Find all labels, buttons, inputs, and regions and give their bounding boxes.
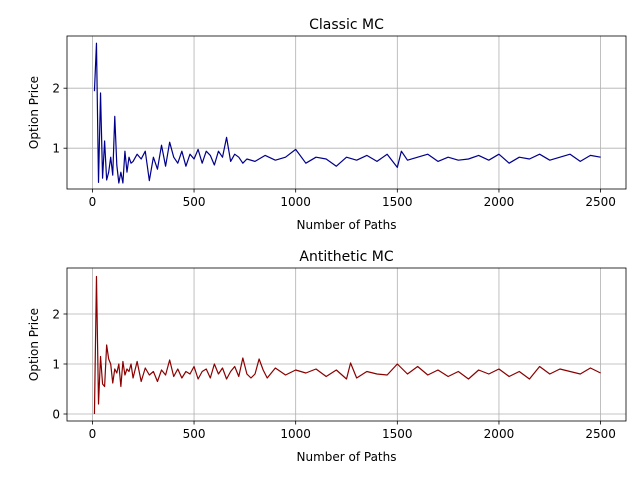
classic-mc-x-tick-label: 0: [89, 195, 97, 209]
antithetic-mc-x-axis-label: Number of Paths: [296, 450, 396, 464]
antithetic-mc-y-tick-label: 2: [52, 308, 60, 322]
antithetic-mc-ticks: 0 500 1000 1500 2000 2500 0 1 2: [52, 308, 616, 442]
antithetic-mc-x-tick-label: 2000: [484, 427, 515, 441]
classic-mc-y-tick-label: 2: [52, 82, 60, 96]
classic-mc-title: Classic MC: [309, 17, 384, 33]
antithetic-mc-x-tick-label: 0: [89, 427, 97, 441]
antithetic-mc-x-tick-label: 1000: [280, 427, 311, 441]
antithetic-mc-y-tick-label: 1: [52, 358, 60, 372]
antithetic-mc-axes: 0 500 1000 1500 2000 2500 0 1 2 Antithetic MC Nu…: [27, 249, 627, 464]
classic-mc-x-tick-label: 1500: [382, 195, 413, 209]
classic-mc-x-tick-label: 2000: [484, 195, 515, 209]
classic-mc-x-tick-label: 1000: [280, 195, 311, 209]
classic-mc-x-tick-label: 500: [183, 195, 206, 209]
antithetic-mc-y-axis-label: Option Price: [27, 308, 41, 381]
antithetic-mc-price-line: [93, 275, 601, 415]
antithetic-mc-x-tick-label: 2500: [585, 427, 616, 441]
classic-mc-x-axis-label: Number of Paths: [296, 218, 396, 232]
classic-mc-axes-frame: [66, 35, 627, 190]
antithetic-mc-axes-frame: [66, 267, 627, 422]
classic-mc-y-axis-label: Option Price: [27, 76, 41, 149]
antithetic-mc-title: Antithetic MC: [299, 249, 393, 265]
classic-mc-grid: [67, 36, 626, 189]
classic-mc-x-tick-label: 2500: [585, 195, 616, 209]
classic-mc-plot-area: [93, 42, 601, 184]
antithetic-mc-x-tick-label: 500: [183, 427, 206, 441]
antithetic-mc-plot-area: [93, 275, 601, 415]
classic-mc-price-line: [93, 42, 601, 184]
antithetic-mc-y-tick-label: 0: [52, 408, 60, 422]
antithetic-mc-grid: [67, 268, 626, 421]
antithetic-mc-x-tick-label: 1500: [382, 427, 413, 441]
classic-mc-y-tick-label: 1: [52, 142, 60, 156]
classic-mc-ticks: 0 500 1000 1500 2000 2500 1 2: [52, 82, 616, 209]
classic-mc-axes: 0 500 1000 1500 2000 2500 1 2 Classic MC Number…: [27, 17, 627, 232]
